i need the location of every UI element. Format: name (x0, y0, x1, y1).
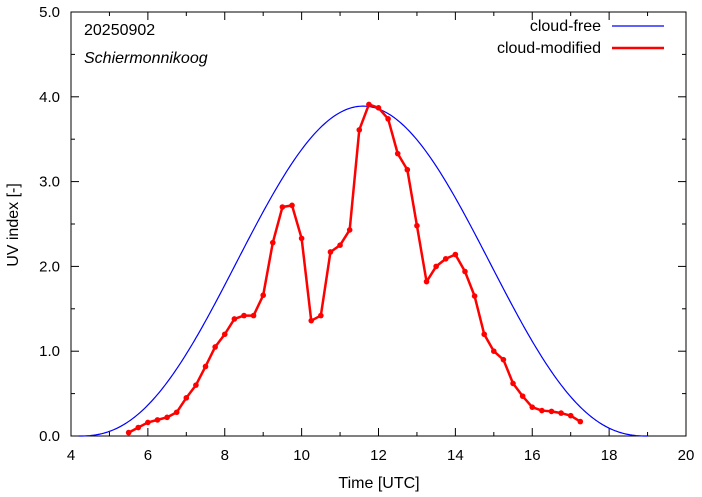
data-point-cloud-modified (173, 409, 180, 416)
data-point-cloud-modified (519, 393, 526, 399)
data-point-cloud-modified (327, 249, 334, 255)
data-point-cloud-modified (308, 317, 315, 324)
plot-frame (70, 11, 687, 437)
data-point-cloud-modified (289, 202, 295, 209)
data-point-cloud-modified (366, 101, 372, 108)
data-point-cloud-modified (145, 419, 151, 426)
axes: 4 6 8 10 12 14 16 18 20 0.0 1.0 2.0 3.0 4.0 5.0 (39, 4, 694, 464)
data-point-cloud-modified (539, 407, 545, 414)
series-line-cloud-free (78, 105, 648, 437)
data-point-cloud-modified (452, 251, 459, 258)
data-point-cloud-modified (414, 222, 420, 229)
data-point-cloud-modified (135, 424, 142, 431)
legend: cloud-free cloud-modified (497, 18, 664, 57)
data-point-cloud-modified (394, 150, 401, 157)
data-point-cloud-modified (250, 312, 257, 319)
legend-label-cloud-modified: cloud-modified (497, 40, 601, 57)
data-point-cloud-modified (481, 331, 488, 338)
data-point-cloud-modified (567, 412, 574, 419)
data-point-cloud-modified (375, 105, 382, 111)
data-point-cloud-modified (577, 418, 584, 425)
data-point-cloud-modified (404, 166, 411, 173)
y-tick-label: 3.0 (39, 174, 60, 191)
data-point-cloud-modified (183, 395, 190, 401)
data-point-cloud-modified (346, 227, 353, 233)
series-layer (78, 101, 648, 437)
data-point-cloud-modified (423, 278, 430, 285)
y-tick-label: 2.0 (39, 258, 60, 275)
y-axis-label: UV index [-] (5, 183, 22, 267)
x-tick-label: 16 (524, 447, 541, 464)
x-tick-label: 14 (447, 447, 464, 464)
data-point-cloud-modified (298, 235, 305, 242)
data-point-cloud-modified (471, 293, 478, 299)
x-tick-label: 6 (144, 447, 152, 464)
data-point-cloud-modified (385, 116, 391, 122)
data-point-cloud-modified (558, 410, 564, 416)
data-point-cloud-modified (269, 239, 276, 246)
y-tick-label: 4.0 (39, 89, 60, 106)
data-point-cloud-modified (212, 344, 218, 350)
data-point-cloud-modified (279, 204, 286, 210)
data-point-cloud-modified (241, 312, 247, 319)
data-point-cloud-modified (510, 380, 516, 387)
data-point-cloud-modified (548, 408, 555, 415)
y-tick-label: 5.0 (39, 4, 60, 21)
y-tick-label: 1.0 (39, 343, 60, 360)
data-point-cloud-modified (202, 363, 209, 370)
data-point-cloud-modified (164, 414, 170, 421)
data-point-cloud-modified (231, 316, 238, 322)
data-point-cloud-modified (318, 312, 324, 319)
legend-label-cloud-free: cloud-free (530, 18, 601, 35)
data-point-cloud-modified (337, 242, 343, 248)
x-tick-label: 8 (221, 447, 229, 464)
data-point-cloud-modified (529, 404, 536, 410)
x-axis-label: Time [UTC] (338, 475, 419, 492)
x-tick-label: 4 (67, 447, 75, 464)
x-tick-label: 12 (370, 447, 387, 464)
data-point-cloud-modified (356, 127, 363, 133)
date-annotation: 20250902 (84, 22, 155, 39)
data-point-cloud-modified (193, 382, 199, 388)
data-point-cloud-modified (500, 356, 507, 363)
data-point-cloud-modified (260, 292, 266, 299)
series-line-cloud-modified (128, 103, 581, 434)
data-point-cloud-modified (491, 348, 497, 355)
x-tick-label: 18 (601, 447, 618, 464)
data-point-cloud-modified (462, 268, 468, 275)
location-annotation: Schiermonnikoog (84, 50, 208, 67)
data-point-cloud-modified (442, 255, 449, 262)
x-tick-label: 20 (678, 447, 695, 464)
data-point-cloud-modified (433, 263, 439, 270)
x-tick-label: 10 (293, 447, 310, 464)
data-point-cloud-modified (125, 429, 132, 436)
data-point-cloud-modified (221, 331, 228, 338)
data-point-cloud-modified (154, 417, 161, 423)
y-tick-label: 0.0 (39, 428, 60, 445)
